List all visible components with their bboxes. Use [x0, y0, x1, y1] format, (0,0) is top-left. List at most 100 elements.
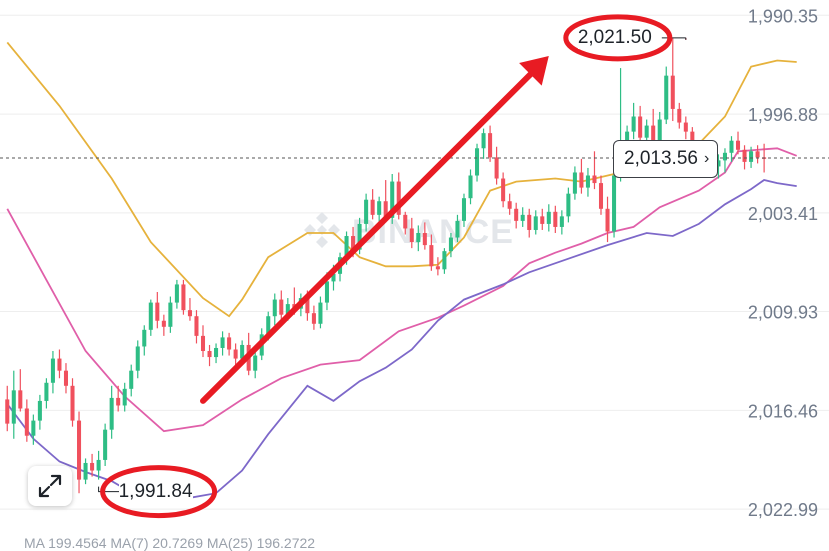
candle	[677, 102, 682, 129]
candle	[233, 343, 238, 368]
candle	[83, 458, 88, 485]
trend-arrow-line	[200, 71, 534, 404]
candle	[77, 411, 82, 494]
candle	[31, 414, 36, 445]
candle	[396, 172, 401, 220]
candle	[129, 364, 134, 397]
candle	[155, 292, 160, 329]
candle	[638, 105, 643, 146]
y-tick-label: 2,022.99	[748, 500, 818, 520]
candle	[11, 370, 16, 439]
expand-chart-button[interactable]	[28, 466, 72, 506]
high-price-label: 2,021.50	[577, 26, 652, 49]
candle	[311, 305, 316, 330]
candle	[194, 310, 199, 344]
candle	[429, 234, 434, 271]
candle	[24, 399, 29, 442]
candle	[749, 146, 754, 168]
candle	[481, 128, 486, 159]
current-price-value: 2,013.56	[624, 147, 698, 169]
low-circle	[100, 465, 218, 519]
candle	[377, 196, 382, 223]
candle	[540, 208, 545, 230]
candle	[70, 378, 75, 427]
candle	[220, 331, 225, 356]
expand-arrows-icon	[38, 474, 62, 498]
candle	[461, 193, 467, 227]
candle	[598, 175, 604, 215]
candle	[90, 453, 95, 477]
candle	[135, 340, 140, 379]
candle	[103, 423, 108, 466]
candle	[18, 369, 23, 412]
candle	[475, 143, 480, 182]
candle	[670, 37, 675, 122]
y-tick-label: 2,009.93	[748, 303, 818, 323]
candle	[448, 232, 453, 258]
candle	[116, 385, 121, 412]
candle	[403, 211, 408, 235]
candle	[37, 394, 42, 430]
candle	[161, 314, 166, 336]
candle	[579, 158, 584, 194]
binance-logo-icon	[304, 212, 340, 248]
candle	[631, 102, 636, 140]
candle	[442, 248, 447, 274]
y-tick-label: 2,003.41	[748, 204, 818, 224]
candle	[272, 293, 277, 326]
candle	[514, 202, 519, 229]
indicator-readout: MA 199.4564 MA(7) 20.7269 MA(25) 196.272…	[24, 535, 316, 551]
bollinger-upper-line	[6, 41, 797, 318]
candle	[527, 208, 532, 238]
candle	[553, 205, 558, 233]
candle	[187, 298, 192, 321]
candle	[44, 378, 49, 409]
candle	[5, 385, 10, 432]
candle	[96, 450, 101, 480]
candle	[318, 296, 323, 329]
candle	[735, 131, 741, 155]
candle	[122, 382, 127, 412]
candle	[572, 166, 577, 200]
candle	[422, 222, 427, 250]
y-tick-label: 1,990.35	[748, 6, 818, 26]
candle	[207, 344, 212, 367]
candle	[566, 187, 571, 223]
candle	[664, 66, 669, 125]
candle	[501, 172, 506, 208]
candle	[181, 279, 186, 315]
candle	[683, 116, 688, 140]
candle	[50, 351, 55, 394]
y-tick-label: 1,996.88	[748, 105, 818, 125]
candle	[57, 349, 62, 379]
candle	[200, 325, 206, 358]
candle	[370, 189, 375, 220]
candle	[533, 210, 538, 235]
bollinger-middle-line	[6, 147, 798, 433]
low-price-label: 1,991.84	[118, 480, 193, 503]
candle	[148, 299, 153, 336]
candle	[546, 204, 551, 232]
trend-arrow-head-icon	[519, 55, 549, 86]
y-axis-labels: 2,022.99 2,016.46 2,009.93 2,003.41 1,996.88…	[748, 6, 818, 520]
candle	[142, 325, 147, 356]
candle	[520, 207, 525, 227]
candle	[585, 167, 590, 197]
chevron-right-icon: ›	[703, 149, 710, 167]
y-tick-label: 2,016.46	[748, 401, 818, 421]
candle	[109, 385, 114, 439]
low-leader-line	[98, 486, 127, 493]
annotations	[98, 14, 687, 519]
high-circle	[563, 14, 673, 62]
grid-lines	[0, 14, 829, 510]
candle	[488, 125, 493, 162]
candle	[468, 169, 473, 205]
current-price-badge[interactable]: 2,013.56 ›	[613, 139, 719, 178]
candle	[716, 154, 721, 179]
candle	[559, 210, 564, 235]
candle	[409, 217, 414, 249]
candle	[755, 145, 760, 164]
candle	[605, 196, 610, 243]
candle	[364, 193, 369, 232]
